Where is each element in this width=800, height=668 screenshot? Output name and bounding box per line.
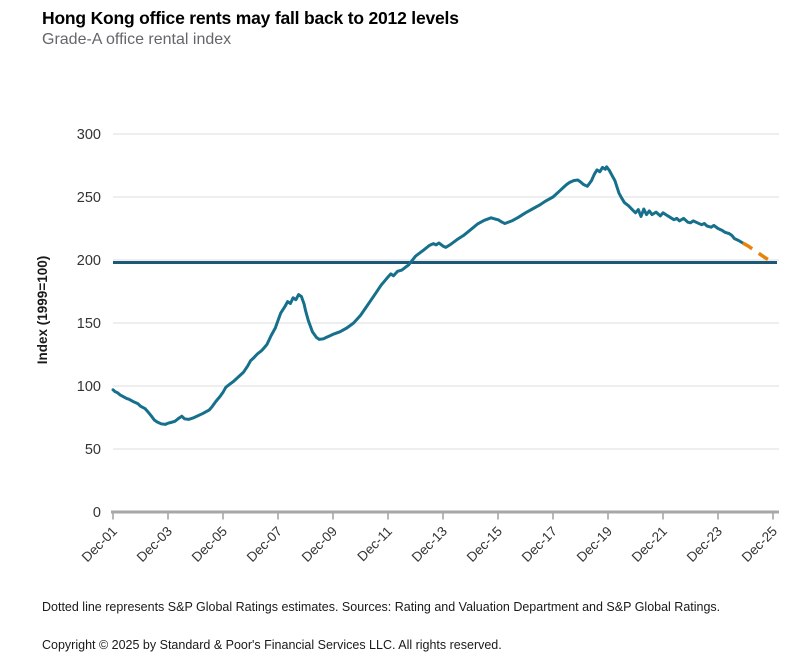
y-axis-title: Index (1999=100) [35,256,50,364]
y-tick-label: 300 [77,127,101,143]
x-tick-label: Dec-19 [574,524,615,565]
y-tick-label: 50 [85,442,101,458]
x-tick-label: Dec-25 [739,524,780,565]
estimate-dashed-line [741,241,775,265]
x-tick-label: Dec-03 [134,524,175,565]
x-tick-label: Dec-23 [684,524,725,565]
x-tick-label: Dec-13 [409,524,450,565]
y-tick-label: 0 [93,505,101,521]
y-tick-label: 250 [77,190,101,206]
x-tick-label: Dec-11 [354,524,395,565]
chart-subtitle: Grade-A office rental index [42,31,232,48]
copyright-note: Copyright © 2025 by Standard & Poor's Fi… [42,638,502,652]
y-tick-label: 100 [77,379,101,395]
x-tick-label: Dec-17 [519,524,560,565]
x-tick-label: Dec-15 [464,524,505,565]
x-tick-label: Dec-07 [244,524,285,565]
x-tick-label: Dec-09 [299,524,340,565]
chart-title: Hong Kong office rents may fall back to … [42,8,459,28]
x-tick-label: Dec-01 [79,524,120,565]
x-tick-label: Dec-21 [629,524,670,565]
source-note: Dotted line represents S&P Global Rating… [42,600,721,614]
y-tick-label: 150 [77,316,101,332]
actual-index-line [111,165,745,426]
x-tick-label: Dec-05 [189,524,230,565]
y-tick-label: 200 [77,253,101,269]
